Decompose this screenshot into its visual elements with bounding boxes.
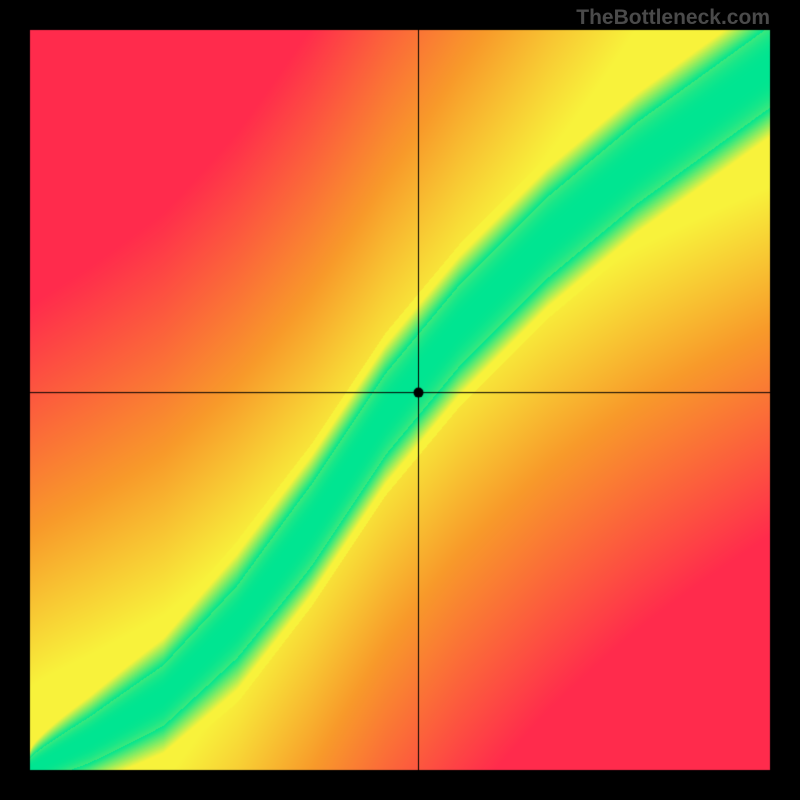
watermark-text: TheBottleneck.com bbox=[576, 6, 770, 30]
heatmap-canvas bbox=[0, 0, 800, 800]
chart-container: TheBottleneck.com bbox=[0, 0, 800, 800]
